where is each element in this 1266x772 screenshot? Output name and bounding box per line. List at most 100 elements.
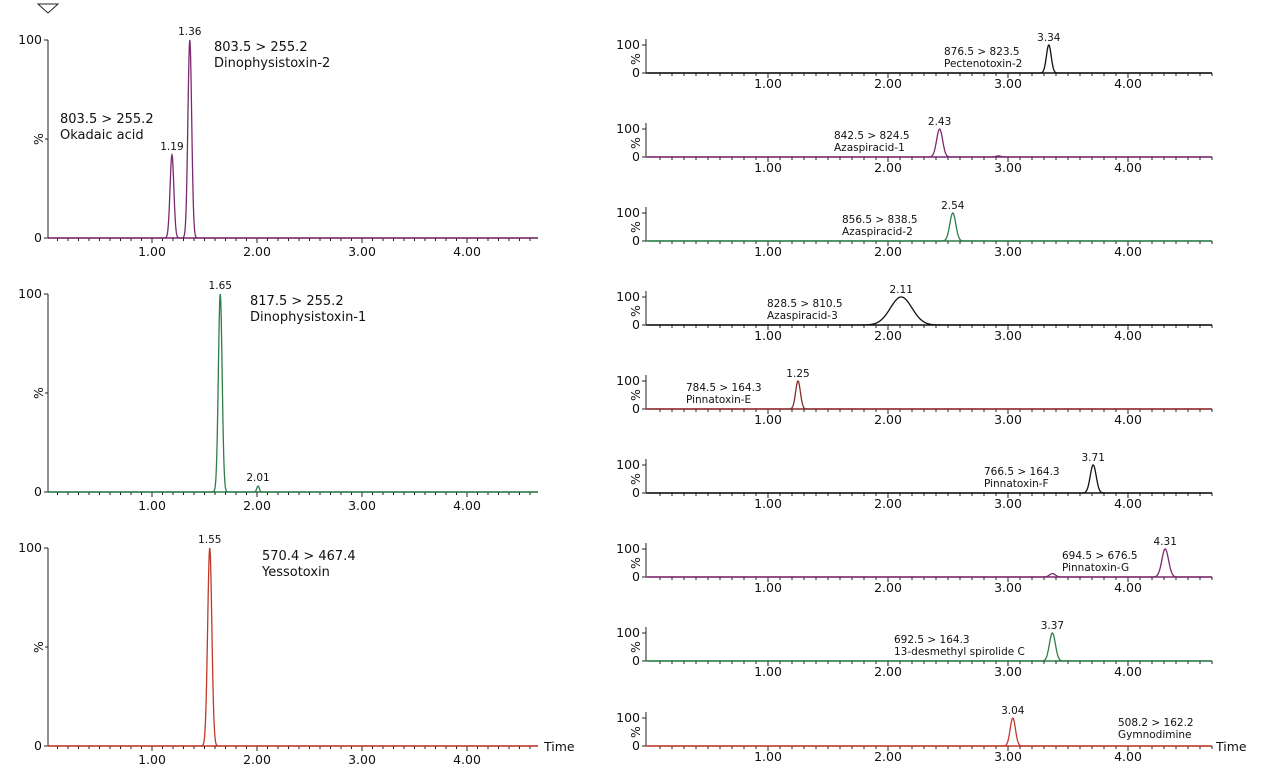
y-tick-label-0: 0 (632, 653, 640, 668)
annotation-compound: Azaspiracid-2 (842, 226, 913, 238)
chromatogram-panel-right-7: 100 0% 1.00 2.00 3.00 4.00 4.31 694.5 > 676.5Pi… (616, 536, 1213, 595)
y-axis-unit-label: % (628, 389, 643, 401)
annotation-transition: 803.5 > 255.2 (60, 112, 154, 127)
peak-rt-label: 1.36 (178, 26, 202, 38)
chromatogram-trace (648, 44, 1212, 74)
y-tick-label-100: 100 (616, 373, 640, 388)
chromatogram-trace (47, 547, 538, 747)
annotation-transition: 856.5 > 838.5 (842, 214, 918, 226)
chromatogram-panel-left-3: 100 0% 1.00 2.00 3.00 4.00 1.55 570.4 > 467.4Ye… (18, 534, 538, 767)
chromatogram-panel-right-9: 100 0% 1.00 2.00 3.00 4.00 3.04 508.2 > 162.2Gy… (616, 705, 1213, 764)
peak-rt-label: 1.55 (198, 534, 221, 546)
annotation-compound: Dinophysistoxin-1 (250, 310, 366, 325)
y-tick-label-0: 0 (632, 569, 640, 584)
y-tick-label-100: 100 (616, 457, 640, 472)
annotation-transition: 842.5 > 824.5 (834, 130, 910, 142)
x-tick-label: 2.00 (874, 412, 902, 427)
x-tick-label: 1.00 (138, 244, 166, 259)
x-tick-label: 1.00 (754, 664, 782, 679)
x-tick-label: 3.00 (994, 76, 1022, 91)
peak-rt-label: 1.25 (786, 368, 809, 380)
annotation-transition: 876.5 > 823.5 (944, 46, 1020, 58)
x-tick-label: 1.00 (754, 496, 782, 511)
annotation-compound: Azaspiracid-1 (834, 142, 905, 154)
chromatogram-panel-left-2: 100 0% 1.00 2.00 3.00 4.00 1.65 2.01 817.5 > 255… (18, 280, 538, 513)
y-axis-unit-label: % (628, 557, 643, 569)
y-tick-label-0: 0 (632, 738, 640, 753)
peak-rt-label: 3.34 (1037, 32, 1061, 44)
y-axis-unit-label: % (31, 133, 46, 145)
menu-triangle-icon (36, 3, 60, 14)
y-tick-label-100: 100 (616, 710, 640, 725)
x-tick-label: 2.00 (243, 244, 271, 259)
y-axis-unit-label: % (31, 641, 46, 653)
chromatogram-trace (47, 293, 538, 493)
x-tick-label: 4.00 (1114, 160, 1142, 175)
chromatogram-trace (648, 296, 1212, 326)
annotation-compound: Gymnodimine (1118, 729, 1192, 741)
y-axis-unit-label: % (628, 473, 643, 485)
x-tick-label: 3.00 (994, 496, 1022, 511)
chromatogram-panel-right-3: 100 0% 1.00 2.00 3.00 4.00 2.54 856.5 > 838.5Az… (616, 200, 1213, 259)
y-tick-label-100: 100 (616, 541, 640, 556)
y-tick-label-0: 0 (632, 149, 640, 164)
x-tick-label: 4.00 (1114, 328, 1142, 343)
x-tick-label: 1.00 (754, 580, 782, 595)
chromatogram-trace (648, 548, 1212, 578)
annotation-compound: Dinophysistoxin-2 (214, 56, 330, 71)
chromatogram-panel-right-2: 100 0% 1.00 2.00 3.00 4.00 2.43 842.5 > 824.5Az… (616, 116, 1213, 175)
x-tick-label: 3.00 (994, 160, 1022, 175)
peak-rt-label: 3.37 (1041, 620, 1064, 632)
peak-rt-label: 2.54 (941, 200, 965, 212)
y-tick-label-100: 100 (616, 625, 640, 640)
y-axis-unit-label: % (628, 641, 643, 653)
y-tick-label-0: 0 (632, 317, 640, 332)
x-tick-label: 1.00 (138, 752, 166, 767)
peak-rt-label: 3.71 (1082, 452, 1105, 464)
annotation-compound: Pinnatoxin-E (686, 394, 751, 406)
peak-rt-label: 3.04 (1001, 705, 1025, 717)
x-tick-label: 3.00 (994, 328, 1022, 343)
x-tick-label: 1.00 (754, 328, 782, 343)
x-tick-label: 4.00 (453, 752, 481, 767)
y-tick-label-100: 100 (616, 289, 640, 304)
annotation-transition: 692.5 > 164.3 (894, 634, 970, 646)
annotation-transition: 817.5 > 255.2 (250, 294, 344, 309)
x-tick-label: 3.00 (348, 244, 376, 259)
chromatogram-panel-right-1: 100 0% 1.00 2.00 3.00 4.00 3.34 876.5 > 823.5Pe… (616, 32, 1213, 91)
peak-rt-label: 2.43 (928, 116, 951, 128)
y-tick-label-0: 0 (34, 738, 42, 753)
y-axis-unit-label: % (628, 305, 643, 317)
y-tick-label-100: 100 (616, 205, 640, 220)
x-axis-title-right: Time (1215, 739, 1247, 754)
x-tick-label: 1.00 (754, 76, 782, 91)
chromatogram-panel-right-8: 100 0% 1.00 2.00 3.00 4.00 3.37 692.5 > 164.313… (616, 620, 1213, 679)
x-tick-label: 2.00 (243, 498, 271, 513)
chromatogram-trace (648, 380, 1212, 410)
x-tick-label: 4.00 (453, 498, 481, 513)
y-tick-label-0: 0 (34, 230, 42, 245)
x-tick-label: 2.00 (874, 76, 902, 91)
annotation-compound: Pinnatoxin-F (984, 478, 1049, 490)
annotation-transition: 570.4 > 467.4 (262, 549, 356, 564)
y-axis-unit-label: % (628, 221, 643, 233)
x-tick-label: 3.00 (994, 244, 1022, 259)
chromatogram-trace (648, 717, 1212, 747)
x-tick-label: 4.00 (1114, 76, 1142, 91)
x-axis-title-left: Time (543, 739, 575, 754)
chromatogram-trace (648, 464, 1212, 494)
annotation-transition: 828.5 > 810.5 (767, 298, 843, 310)
annotation-compound: Azaspiracid-3 (767, 310, 838, 322)
y-axis-unit-label: % (628, 137, 643, 149)
x-tick-label: 4.00 (1114, 664, 1142, 679)
x-tick-label: 4.00 (1114, 244, 1142, 259)
x-tick-label: 2.00 (874, 580, 902, 595)
chromatogram-trace (648, 128, 1212, 158)
x-tick-label: 1.00 (754, 749, 782, 764)
x-tick-label: 4.00 (1114, 580, 1142, 595)
x-tick-label: 4.00 (453, 244, 481, 259)
y-tick-label-0: 0 (632, 65, 640, 80)
x-tick-label: 3.00 (994, 412, 1022, 427)
chromatogram-panel-left-1: 100 0% 1.00 2.00 3.00 4.00 1.36 1.19 803.5 > 255… (18, 26, 538, 259)
chromatogram-panel-right-6: 100 0% 1.00 2.00 3.00 4.00 3.71 766.5 > 164.3Pi… (616, 452, 1213, 511)
